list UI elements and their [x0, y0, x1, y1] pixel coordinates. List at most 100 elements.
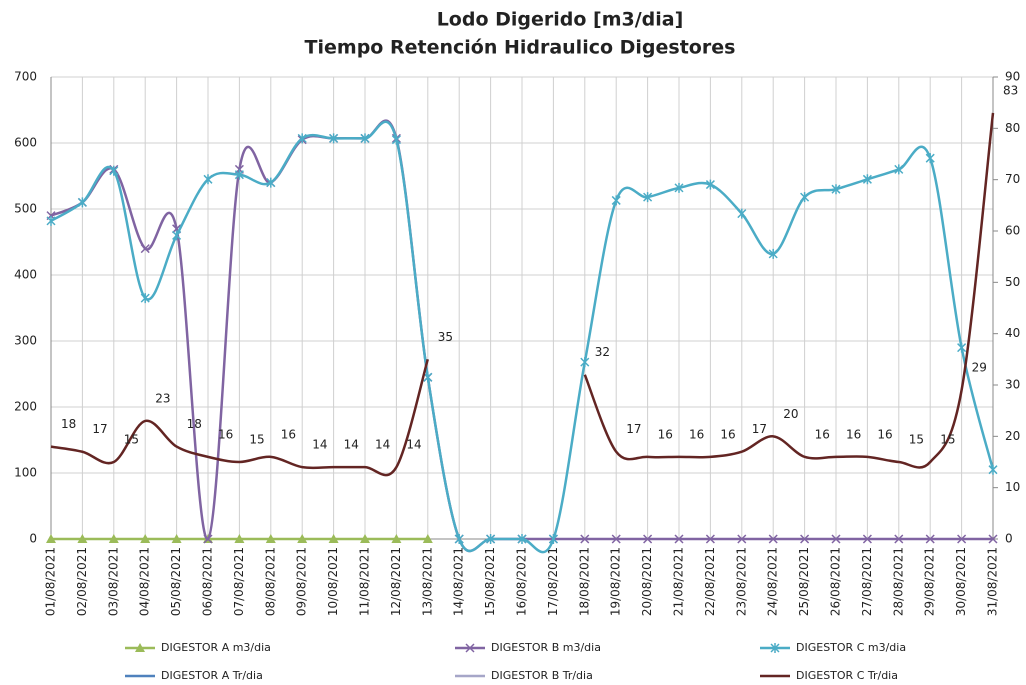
series-marker: [360, 534, 370, 543]
legend-label: DIGESTOR A m3/dia: [161, 641, 271, 654]
legend-marker: [465, 643, 475, 653]
series-marker: [643, 192, 653, 203]
y2-tick-label: 60: [1005, 224, 1020, 238]
series-marker: [988, 464, 998, 475]
data-label: 32: [595, 345, 610, 359]
y-tick-label: 700: [14, 70, 37, 84]
x-tick-label: 18/08/2021: [577, 547, 591, 616]
x-tick-label: 06/08/2021: [201, 547, 215, 616]
legend-marker: [770, 643, 780, 653]
x-tick-label: 02/08/2021: [75, 547, 89, 616]
data-label: 15: [909, 433, 924, 447]
data-label: 16: [877, 427, 892, 441]
series-marker: [46, 534, 56, 543]
series-marker: [391, 134, 401, 145]
y-tick-label: 300: [14, 334, 37, 348]
y-tick-label: 100: [14, 466, 37, 480]
series-marker: [674, 534, 684, 544]
y-tick-label: 600: [14, 136, 37, 150]
data-label: 14: [312, 438, 327, 452]
series-marker: [109, 165, 119, 176]
series-marker: [265, 534, 276, 543]
series-marker: [611, 534, 621, 544]
x-tick-label: 12/08/2021: [389, 547, 403, 616]
series-marker: [800, 534, 810, 544]
series-marker: [925, 534, 935, 544]
x-tick-label: 01/08/2021: [44, 547, 58, 616]
y2-tick-label: 80: [1005, 121, 1020, 135]
series-marker: [234, 169, 244, 180]
y2-tick-label: 40: [1005, 326, 1020, 340]
data-label: 83: [1003, 83, 1018, 97]
data-label: 35: [438, 330, 453, 344]
x-tick-label: 03/08/2021: [106, 547, 120, 616]
y2-tick-label: 20: [1005, 429, 1020, 443]
y-tick-label: 0: [29, 532, 37, 546]
series-marker: [360, 133, 370, 144]
data-label: 14: [406, 438, 421, 452]
series-marker: [172, 230, 182, 241]
series-marker: [203, 534, 213, 544]
series-marker: [705, 179, 715, 190]
series-marker: [831, 184, 841, 195]
x-tick-label: 16/08/2021: [515, 547, 529, 616]
x-tick-label: 25/08/2021: [797, 547, 811, 616]
data-label: 16: [218, 427, 233, 441]
legend-label: DIGESTOR B m3/dia: [491, 641, 601, 654]
series-marker: [328, 534, 339, 543]
series-marker: [266, 177, 276, 188]
series-marker: [894, 164, 904, 175]
series-marker: [674, 182, 684, 193]
y2-tick-label: 50: [1005, 275, 1020, 289]
data-label: 16: [689, 427, 704, 441]
data-label: 18: [187, 417, 202, 431]
series-marker: [454, 534, 464, 544]
y-tick-label: 500: [14, 202, 37, 216]
series-marker: [391, 534, 402, 543]
series-marker: [297, 534, 308, 543]
legend-label: DIGESTOR B Tr/dia: [491, 669, 593, 682]
data-label: 16: [815, 427, 830, 441]
data-label: 16: [281, 427, 296, 441]
series-marker: [548, 534, 558, 544]
data-label: 14: [375, 438, 390, 452]
series-marker: [894, 534, 904, 544]
legend-label: DIGESTOR C Tr/dia: [796, 669, 898, 682]
x-tick-label: 31/08/2021: [986, 547, 1000, 616]
x-tick-label: 14/08/2021: [452, 547, 466, 616]
data-label: 17: [626, 422, 641, 436]
series-marker: [705, 534, 715, 544]
series-marker: [140, 534, 151, 543]
legend-marker: [135, 643, 145, 652]
series-marker: [580, 534, 590, 544]
y2-tick-label: 90: [1005, 70, 1020, 84]
data-label: 23: [155, 391, 170, 405]
series-line: [50, 358, 430, 477]
series-marker: [77, 534, 88, 543]
series-marker: [862, 534, 872, 544]
chart-title: Lodo Digerido [m3/dia]: [437, 9, 684, 31]
series-marker: [486, 534, 496, 544]
series-marker: [768, 534, 778, 544]
data-label: 16: [658, 427, 673, 441]
data-label: 20: [783, 407, 798, 421]
data-label: 29: [972, 361, 987, 375]
x-tick-label: 15/08/2021: [483, 547, 497, 616]
x-tick-label: 05/08/2021: [169, 547, 183, 616]
series-marker: [329, 133, 339, 144]
data-label: 15: [249, 433, 264, 447]
x-tick-label: 29/08/2021: [923, 547, 937, 616]
series-marker: [988, 534, 998, 544]
series-marker: [297, 133, 307, 144]
series-marker: [580, 357, 590, 368]
series-marker: [140, 244, 150, 254]
x-tick-label: 24/08/2021: [766, 547, 780, 616]
data-label: 15: [124, 433, 139, 447]
series-marker: [423, 372, 433, 383]
data-label: 16: [846, 427, 861, 441]
y-tick-label: 400: [14, 268, 37, 282]
x-tick-label: 23/08/2021: [734, 547, 748, 616]
series-marker: [800, 192, 810, 203]
x-tick-label: 19/08/2021: [609, 547, 623, 616]
